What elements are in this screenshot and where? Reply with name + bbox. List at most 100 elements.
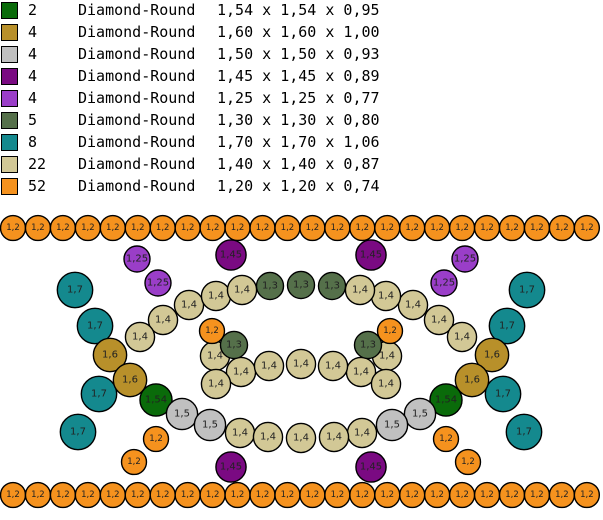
stone-size-label: 1,2 (281, 223, 295, 233)
stone: 1,4 (397, 289, 429, 321)
stone-size-label: 1,2 (380, 490, 394, 500)
stone: 1,4 (318, 421, 350, 453)
stone-size-label: 1,4 (232, 428, 248, 439)
stone-size-label: 1,25 (126, 254, 148, 265)
stone-size-label: 1,2 (106, 223, 120, 233)
stone-size-label: 1,2 (356, 223, 370, 233)
stone-circle (423, 304, 455, 336)
stone-circle (255, 271, 285, 301)
stone-size-label: 1,2 (439, 434, 453, 444)
stone-circle (219, 330, 249, 360)
stone: 1,4 (252, 421, 284, 453)
stone: 1,2 (448, 214, 476, 242)
stone-size-label: 1,5 (174, 409, 190, 420)
stone-size-label: 1,2 (81, 223, 95, 233)
stone-size-label: 1,2 (281, 490, 295, 500)
stone-legend: 2 Diamond-Round 1,54 x 1,54 x 0,95 4 Dia… (0, 0, 603, 200)
stone-size-label: 1,2 (256, 223, 270, 233)
stone-size-label: 1,7 (516, 427, 532, 438)
legend-dimensions: 1,40 x 1,40 x 0,87 (217, 155, 380, 173)
legend-shape: Diamond-Round (78, 89, 196, 107)
stone-size-label: 1,54 (145, 395, 167, 406)
stone: 1,2 (473, 214, 501, 242)
stone-circle (112, 362, 148, 398)
legend-swatch (1, 178, 18, 195)
stone: 1,2 (124, 214, 151, 242)
stone: 1,5 (193, 408, 227, 442)
stone-circle (370, 368, 402, 400)
stone: 1,7 (505, 413, 543, 451)
stone: 1,2 (399, 481, 426, 509)
stone: 1,3 (353, 330, 383, 360)
legend-swatch (1, 46, 18, 63)
stone-circle (76, 307, 114, 345)
stone-size-label: 1,7 (87, 321, 103, 332)
stone-size-label: 1,4 (379, 351, 395, 362)
stone-size-label: 1,2 (31, 223, 45, 233)
stone: 1,2 (224, 481, 251, 509)
stone: 1,45 (215, 239, 247, 271)
stone: 1,2 (274, 214, 301, 242)
stone-size-label: 1,25 (433, 278, 455, 289)
stone-size-label: 1,25 (147, 278, 169, 289)
stone-size-label: 1,5 (384, 420, 400, 431)
stone: 1,2 (49, 214, 77, 242)
stone-size-label: 1,2 (455, 490, 469, 500)
stone-circle (200, 368, 232, 400)
stone-circle (317, 350, 349, 382)
stone: 1,2 (432, 425, 460, 453)
stone-size-label: 1,2 (6, 223, 20, 233)
stone: 1,7 (80, 375, 118, 413)
stone-size-label: 1,45 (220, 250, 242, 261)
stone-circle (142, 425, 170, 453)
stone-size-label: 1,2 (331, 490, 345, 500)
stone: 1,4 (423, 304, 455, 336)
stone: 1,4 (285, 422, 317, 454)
stone-circle (285, 348, 317, 380)
stone-size-label: 1,4 (155, 315, 171, 326)
stone: 1,2 (473, 481, 501, 509)
legend-swatch (1, 156, 18, 173)
stone: 1,2 (349, 481, 376, 509)
stone: 1,2 (0, 481, 27, 509)
stone-size-label: 1,2 (149, 434, 163, 444)
stone: 1,45 (215, 451, 247, 483)
stone: 1,4 (200, 280, 232, 312)
stone-size-label: 1,2 (131, 223, 145, 233)
stone-size-label: 1,2 (380, 223, 394, 233)
stone-circle (573, 481, 601, 509)
legend-shape: Diamond-Round (78, 177, 196, 195)
stone-size-label: 1,4 (208, 291, 224, 302)
stone-size-label: 1,4 (208, 379, 224, 390)
stone: 1,2 (274, 481, 301, 509)
stone-size-label: 1,4 (326, 432, 342, 443)
stone: 1,45 (355, 239, 387, 271)
stone: 1,4 (124, 321, 156, 353)
legend-shape: Diamond-Round (78, 111, 196, 129)
stone: 1,2 (249, 481, 276, 509)
legend-shape: Diamond-Round (78, 155, 196, 173)
stone: 1,2 (99, 481, 126, 509)
stone: 1,3 (219, 330, 249, 360)
stone-size-label: 1,2 (256, 490, 270, 500)
stone-size-label: 1,2 (56, 223, 70, 233)
stone: 1,4 (285, 348, 317, 380)
stone: 1,25 (144, 269, 172, 297)
stone-size-label: 1,2 (530, 490, 544, 500)
stone: 1,2 (24, 214, 52, 242)
stone: 1,4 (253, 350, 285, 382)
stone-size-label: 1,2 (231, 490, 245, 500)
stone: 1,2 (523, 214, 551, 242)
stone-size-label: 1,4 (260, 432, 276, 443)
stone-circle (318, 421, 350, 453)
stone: 1,5 (165, 397, 199, 431)
stone: 1,2 (74, 481, 102, 509)
stone-size-label: 1,45 (360, 250, 382, 261)
stone: 1,7 (488, 307, 526, 345)
stone-circle (474, 337, 510, 373)
stone: 1,25 (123, 245, 151, 273)
stone: 1,2 (174, 481, 201, 509)
legend-shape: Diamond-Round (78, 45, 196, 63)
stone: 1,3 (317, 271, 347, 301)
stone-size-label: 1,4 (454, 332, 470, 343)
